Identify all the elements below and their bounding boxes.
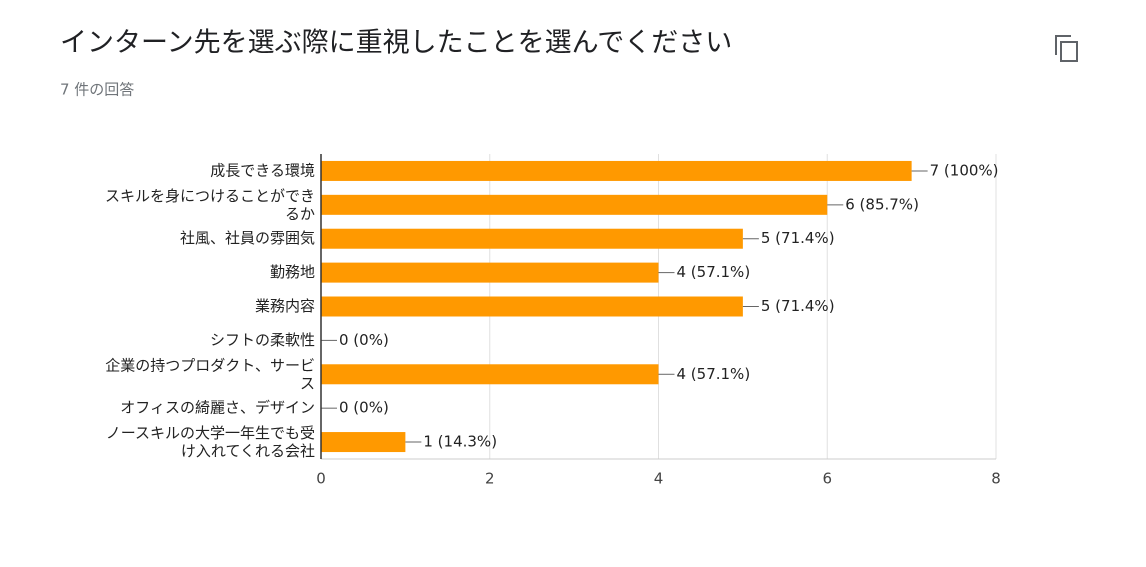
y-tick-label: オフィスの綺麗さ、デザイン xyxy=(120,399,315,417)
y-tick-label: シフトの柔軟性 xyxy=(210,331,315,349)
value-label: 0 (0%) xyxy=(339,331,389,349)
x-tick-label: 6 xyxy=(822,470,832,488)
bar xyxy=(321,432,406,453)
x-tick-label: 2 xyxy=(485,470,495,488)
y-tick-label: スキルを身につけることができるか xyxy=(105,186,315,222)
value-label: 7 (100%) xyxy=(930,161,999,179)
copy-icon-back[interactable] xyxy=(1055,35,1071,55)
y-tick-label: 社風、社員の雰囲気 xyxy=(180,229,315,247)
value-label: 6 (85.7%) xyxy=(845,195,919,213)
value-label: 4 (57.1%) xyxy=(677,263,751,281)
value-label: 5 (71.4%) xyxy=(761,297,835,315)
chart-title: インターン先を選ぶ際に重視したことを選んでください xyxy=(60,28,732,59)
value-label: 1 (14.3%) xyxy=(423,433,497,451)
bar xyxy=(321,194,828,215)
copy-icon-front[interactable] xyxy=(1060,41,1078,62)
bar xyxy=(321,364,659,385)
chart-subtitle: 7 件の回答 xyxy=(60,81,134,99)
x-tick-label: 0 xyxy=(316,470,326,488)
y-tick-label: 勤務地 xyxy=(270,263,315,281)
bar xyxy=(321,160,912,181)
value-label: 4 (57.1%) xyxy=(677,365,751,383)
x-tick-label: 4 xyxy=(654,470,664,488)
y-tick-label: ノースキルの大学一年生でも受け入れてくれる会社 xyxy=(106,424,315,460)
x-tick-label: 8 xyxy=(991,470,1001,488)
value-label: 5 (71.4%) xyxy=(761,229,835,247)
y-tick-label: 企業の持つプロダクト、サービス xyxy=(105,356,315,392)
y-tick-label: 成長できる環境 xyxy=(210,161,315,179)
copy-icon[interactable] xyxy=(1055,35,1078,62)
bar xyxy=(321,296,743,317)
bar xyxy=(321,262,659,283)
bar xyxy=(321,228,743,249)
value-label: 0 (0%) xyxy=(339,399,389,417)
y-tick-label: 業務内容 xyxy=(255,297,315,315)
